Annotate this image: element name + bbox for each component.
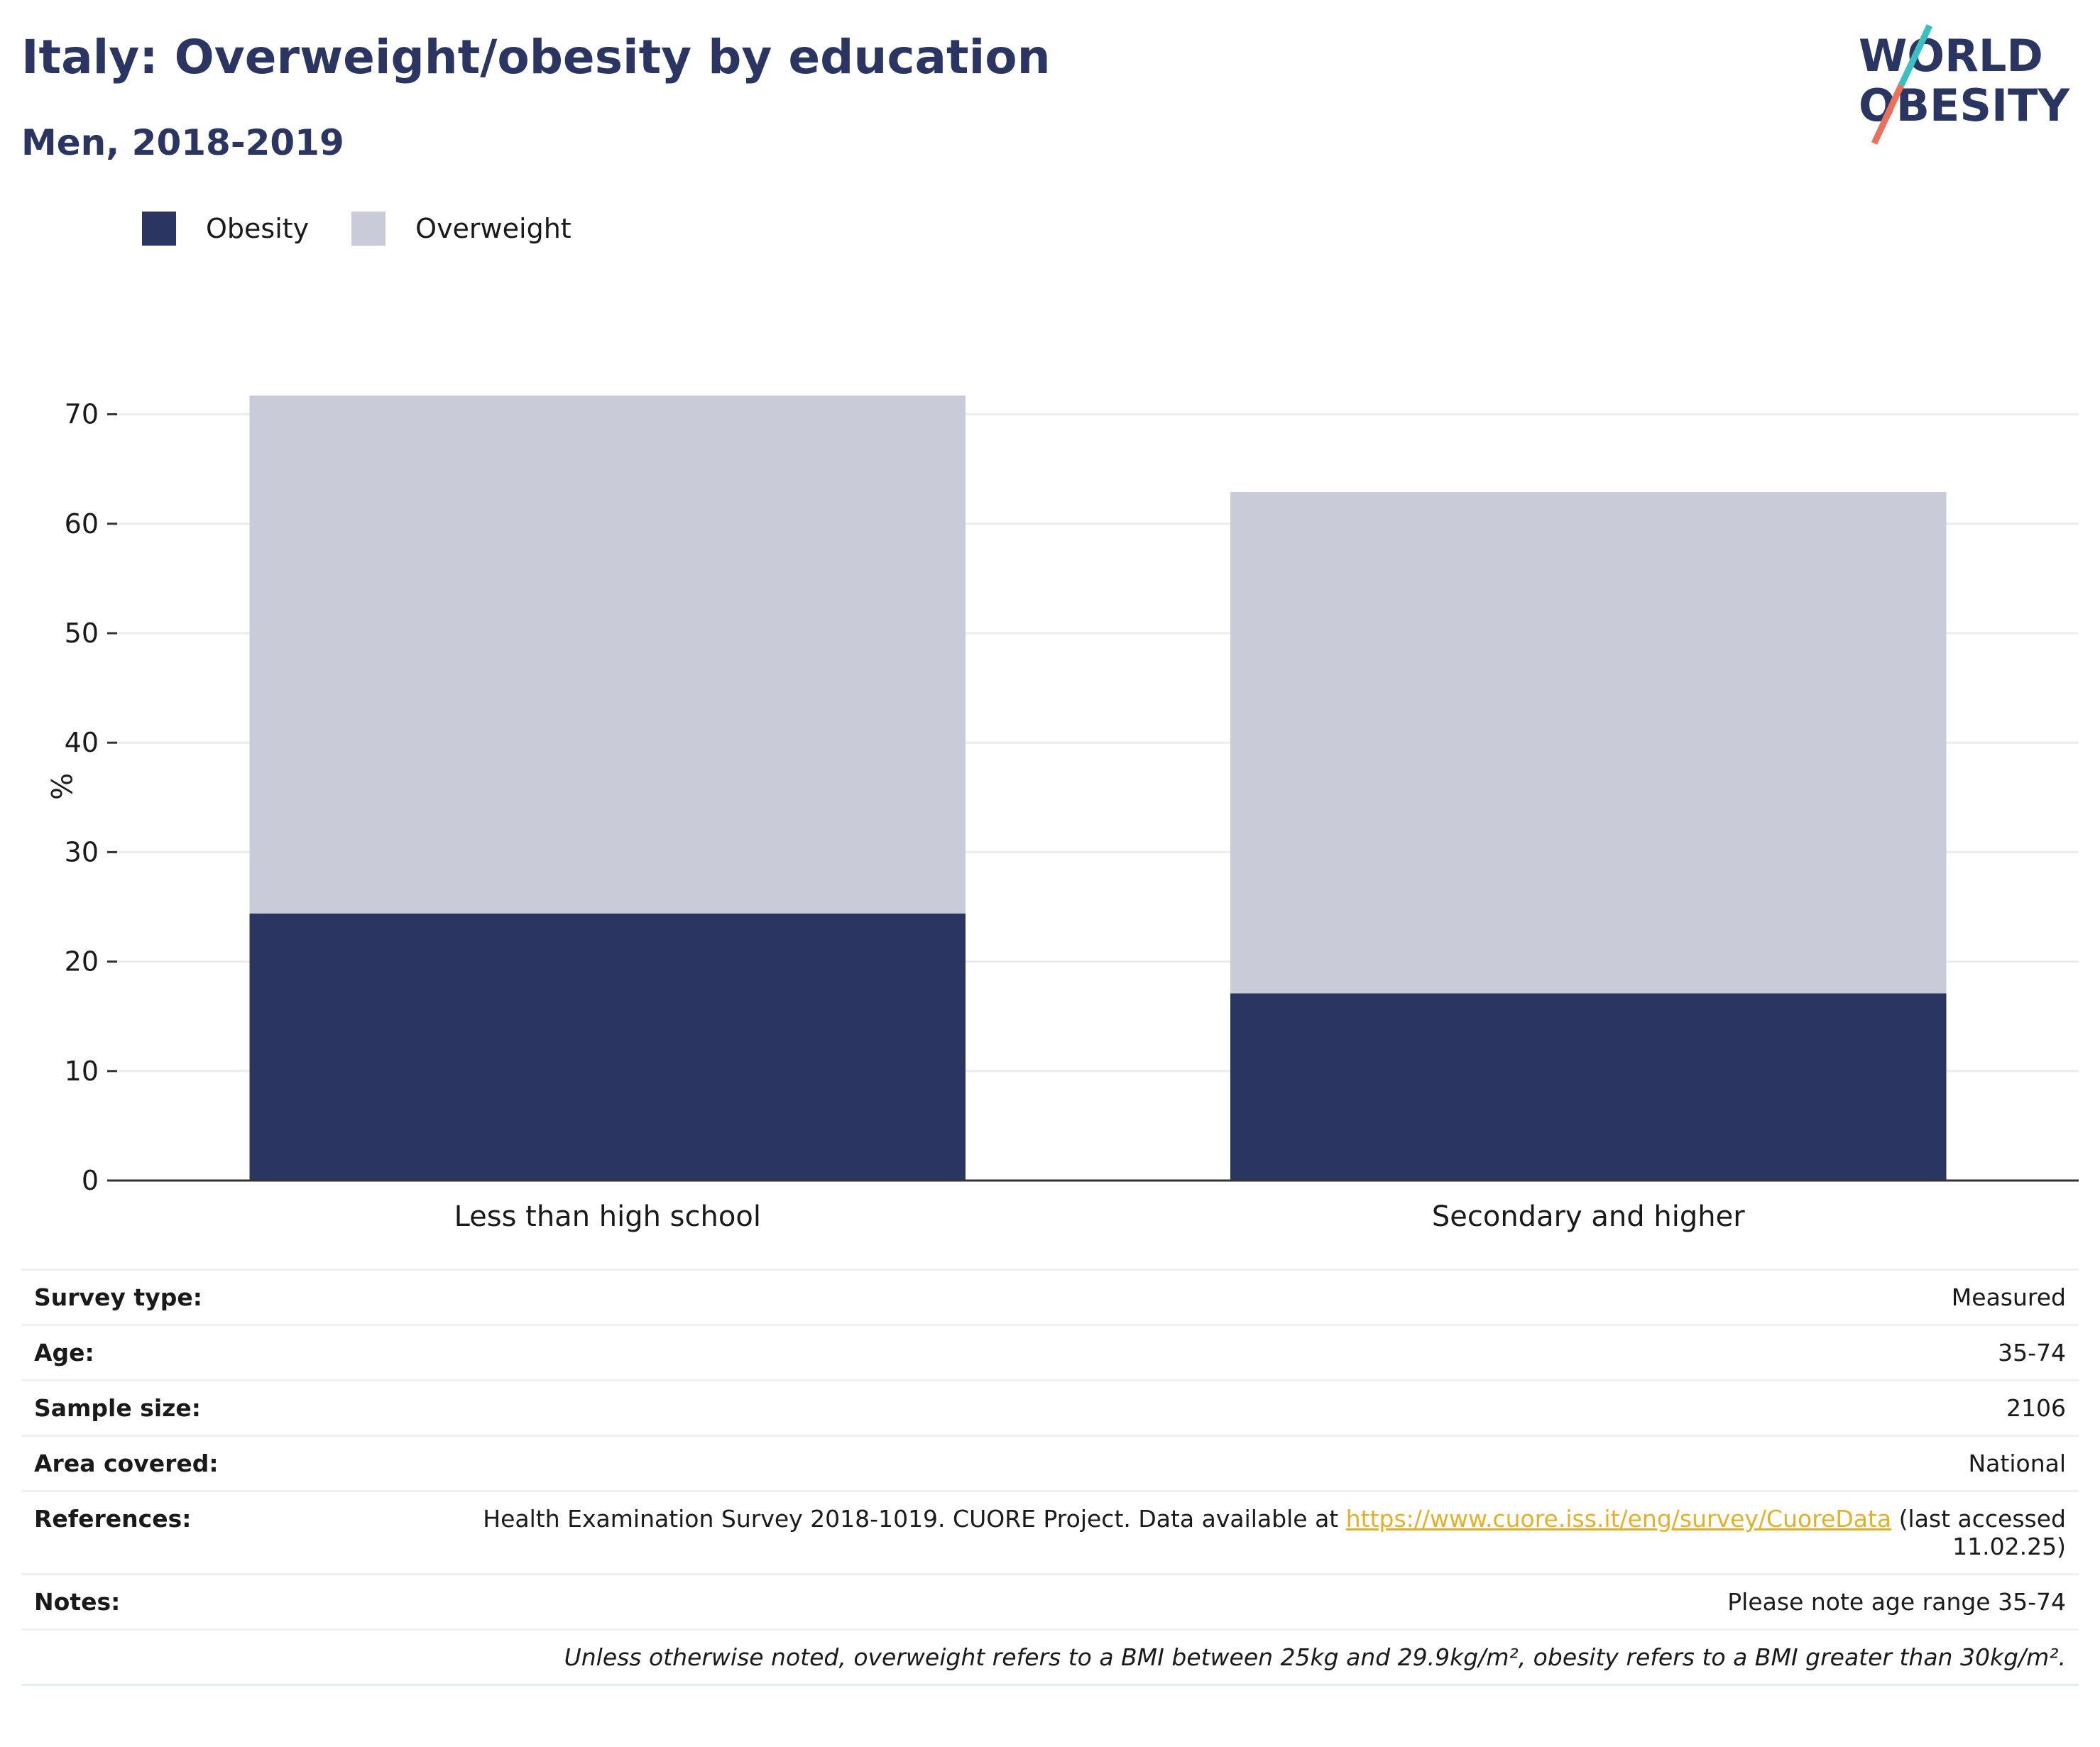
- y-tick-label: 30: [65, 836, 99, 867]
- notes-label: Notes:: [21, 1573, 402, 1630]
- legend-item-overweight: Overweight: [351, 212, 572, 246]
- legend-item-obesity: Obesity: [142, 212, 309, 246]
- bar-overweight-1: [249, 395, 966, 914]
- y-tick-label: 40: [65, 727, 99, 758]
- survey-type-value: Measured: [402, 1269, 2079, 1325]
- bar-obesity-1: [249, 913, 966, 1181]
- info-row-notes: Notes: Please note age range 35-74: [21, 1573, 2079, 1630]
- y-axis-label: %: [44, 773, 77, 800]
- x-tick-label: Secondary and higher: [1432, 1200, 1745, 1233]
- y-tick-label: 70: [65, 399, 99, 430]
- legend-swatch-overweight: [351, 212, 386, 246]
- survey-type-label: Survey type:: [21, 1269, 402, 1325]
- chart-legend: Obesity Overweight: [142, 212, 614, 246]
- info-row-references: References: Health Examination Survey 20…: [21, 1490, 2079, 1575]
- y-tick-label: 0: [82, 1165, 99, 1196]
- page-subtitle: Men, 2018-2019: [21, 122, 344, 163]
- area-value: National: [402, 1435, 2079, 1491]
- y-tick-label: 10: [65, 1056, 99, 1087]
- y-tick-label: 50: [65, 618, 99, 649]
- bar-obesity-2: [1230, 993, 1947, 1181]
- sample-size-value: 2106: [402, 1379, 2079, 1436]
- references-link[interactable]: https://www.cuore.iss.it/eng/survey/Cuor…: [1345, 1505, 1892, 1533]
- references-date: 11.02.25): [1952, 1533, 2066, 1560]
- bar-overweight-2: [1230, 492, 1947, 994]
- legend-label-obesity: Obesity: [206, 213, 310, 244]
- references-label: References:: [21, 1490, 402, 1575]
- survey-info-table: Survey type: Measured Age: 35-74 Sample …: [21, 1269, 2079, 1686]
- info-row-age: Age: 35-74: [21, 1324, 2079, 1381]
- age-value: 35-74: [402, 1324, 2079, 1381]
- world-obesity-logo: WORLD OBESITY: [1859, 24, 2070, 145]
- info-row-survey-type: Survey type: Measured: [21, 1269, 2079, 1325]
- page-title: Italy: Overweight/obesity by education: [21, 30, 1051, 84]
- references-text: Health Examination Survey 2018-1019. CUO…: [483, 1505, 1339, 1533]
- info-row-area: Area covered: National: [21, 1435, 2079, 1491]
- y-tick-label: 20: [65, 946, 99, 977]
- references-accessed: (last accessed: [1898, 1505, 2066, 1533]
- legend-label-overweight: Overweight: [415, 213, 572, 244]
- stacked-bar-chart: 0 10 20 30 40 50 60 70% Less than high school Sec…: [44, 395, 2079, 1233]
- x-tick-label: Less than high school: [454, 1200, 761, 1233]
- info-row-footnote: Unless otherwise noted, overweight refer…: [21, 1628, 2079, 1686]
- references-value: Health Examination Survey 2018-1019. CUO…: [402, 1490, 2079, 1575]
- definitions-footnote: Unless otherwise noted, overweight refer…: [21, 1628, 2079, 1686]
- age-label: Age:: [21, 1324, 402, 1381]
- legend-swatch-obesity: [142, 212, 176, 246]
- notes-value: Please note age range 35-74: [402, 1573, 2079, 1630]
- info-row-sample-size: Sample size: 2106: [21, 1379, 2079, 1436]
- svg-text:WORLD: WORLD: [1859, 30, 2043, 82]
- area-label: Area covered:: [21, 1435, 402, 1491]
- sample-size-label: Sample size:: [21, 1379, 402, 1436]
- y-tick-label: 60: [65, 508, 99, 540]
